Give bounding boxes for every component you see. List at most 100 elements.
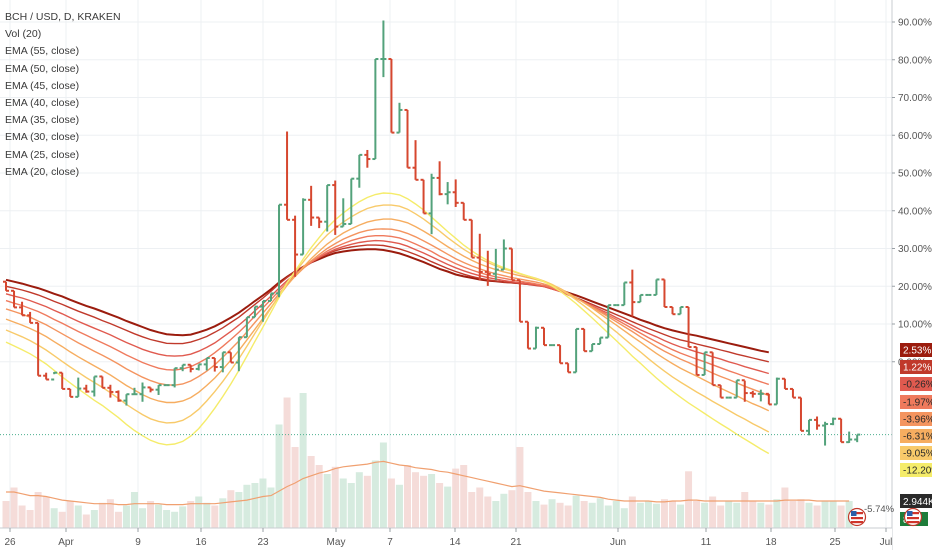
price-axis-tick-label: 10.00% xyxy=(898,320,932,331)
legend-indicator[interactable]: EMA (50, close) xyxy=(5,62,80,75)
volume-bar xyxy=(500,493,508,528)
legend-indicator[interactable]: EMA (35, close) xyxy=(5,114,80,127)
volume-bar xyxy=(829,501,837,528)
time-axis-tick-label: 9 xyxy=(135,537,141,548)
ohlc-bar xyxy=(452,179,459,207)
ohlc-bar xyxy=(259,299,266,322)
ema-value-badge xyxy=(900,343,932,357)
ohlc-bar xyxy=(436,161,443,196)
ema-value-badge xyxy=(900,429,932,443)
legend-indicator[interactable]: EMA (30, close) xyxy=(5,131,80,144)
volume-bar xyxy=(379,442,387,528)
volume-bar xyxy=(428,474,436,528)
ohlc-bar xyxy=(669,306,676,316)
volume-bar xyxy=(283,397,291,528)
volume-bar xyxy=(837,505,845,528)
ohlc-bar xyxy=(43,372,50,381)
price-axis-tick-label: 90.00% xyxy=(898,18,932,29)
ohlc-bar xyxy=(661,278,668,309)
ohlc-bar xyxy=(155,384,162,395)
price-axis-tick-label: 40.00% xyxy=(898,206,932,217)
volume-bar xyxy=(564,505,572,528)
time-axis-tick-label: May xyxy=(327,537,346,548)
ema-value-badge xyxy=(900,377,932,391)
legend-title[interactable]: BCH / USD, D, KRAKEN xyxy=(5,11,121,23)
event-flag-icon xyxy=(847,507,867,527)
volume-bar xyxy=(612,501,620,528)
time-axis-tick-label: 25 xyxy=(829,537,841,548)
volume-bar xyxy=(468,492,476,528)
ohlc-bar xyxy=(276,203,283,298)
volume-bar xyxy=(235,492,243,528)
ohlc-bar xyxy=(243,316,250,339)
volume-bar xyxy=(291,447,299,528)
ema-value-label: -0.26% xyxy=(903,380,932,391)
event-flag-canton xyxy=(907,511,913,516)
volume-bar xyxy=(733,502,741,528)
volume-bar xyxy=(701,502,709,528)
last-price-label: -5.74% xyxy=(864,504,895,515)
ohlc-bar xyxy=(147,386,154,393)
volume-bar xyxy=(548,499,556,528)
ohlc-bar xyxy=(677,306,684,316)
time-axis-tick-label: 7 xyxy=(387,537,393,548)
ohlc-bar xyxy=(765,392,772,406)
ema-line-30 xyxy=(5,218,770,412)
legend-indicator[interactable]: EMA (20, close) xyxy=(5,165,80,178)
ohlc-bar xyxy=(822,421,829,446)
volume-bar xyxy=(187,501,195,528)
volume-bar xyxy=(179,506,187,528)
ohlc-bar xyxy=(500,239,507,271)
time-axis-tick-label: Jun xyxy=(610,537,626,548)
volume-bar xyxy=(355,472,363,528)
ohlc-bar xyxy=(139,382,146,402)
ohlc-bar xyxy=(211,356,218,372)
time-axis-tick-label: Jul xyxy=(880,537,893,548)
legend-indicator[interactable]: EMA (55, close) xyxy=(5,45,80,58)
time-axis-tick-label: 21 xyxy=(510,537,522,548)
volume-bar xyxy=(420,475,428,528)
ohlc-bar xyxy=(171,367,178,388)
ohlc-bar xyxy=(67,387,74,398)
ohlc-bar xyxy=(741,379,748,402)
ohlc-bar xyxy=(685,306,692,349)
ohlc-bar xyxy=(468,218,475,259)
volume-bar xyxy=(114,511,122,528)
volume-bar xyxy=(813,505,821,528)
ema-value-label: -3.96% xyxy=(903,415,932,426)
volume-bar xyxy=(516,447,524,528)
ohlc-bar xyxy=(91,375,98,397)
volume-bar xyxy=(331,466,339,528)
volume-bar xyxy=(147,501,155,528)
volume-bar xyxy=(106,499,114,528)
legend-indicator[interactable]: EMA (45, close) xyxy=(5,79,80,92)
ohlc-bar xyxy=(605,304,612,339)
volume-bar xyxy=(532,501,540,528)
volume-bar xyxy=(155,504,163,528)
time-axis-tick-label: 16 xyxy=(195,537,207,548)
ohlc-bar xyxy=(27,311,34,324)
legend-indicator[interactable]: EMA (40, close) xyxy=(5,97,80,110)
ohlc-bar xyxy=(187,363,194,373)
legend-indicator[interactable]: Vol (20) xyxy=(5,28,42,41)
ema-line-40 xyxy=(5,235,770,386)
ema-value-label: -9.05% xyxy=(903,449,932,460)
ema-value-label: -6.31% xyxy=(903,432,932,443)
volume-bar xyxy=(749,501,757,528)
ohlc-bar xyxy=(749,390,756,398)
volume-bar xyxy=(74,505,82,528)
volume-bar xyxy=(556,502,564,528)
legend-indicator[interactable]: EMA (25, close) xyxy=(5,148,80,161)
volume-bar xyxy=(404,465,411,528)
ohlc-bar xyxy=(516,279,523,323)
ohlc-bar xyxy=(846,431,853,444)
volume-bar xyxy=(644,501,652,528)
volume-bar xyxy=(677,504,685,528)
volume-bar xyxy=(163,510,171,528)
ohlc-bar xyxy=(11,289,18,309)
volume-bar xyxy=(98,502,106,528)
ohlc-bar xyxy=(717,384,724,399)
volume-bar xyxy=(604,505,612,528)
